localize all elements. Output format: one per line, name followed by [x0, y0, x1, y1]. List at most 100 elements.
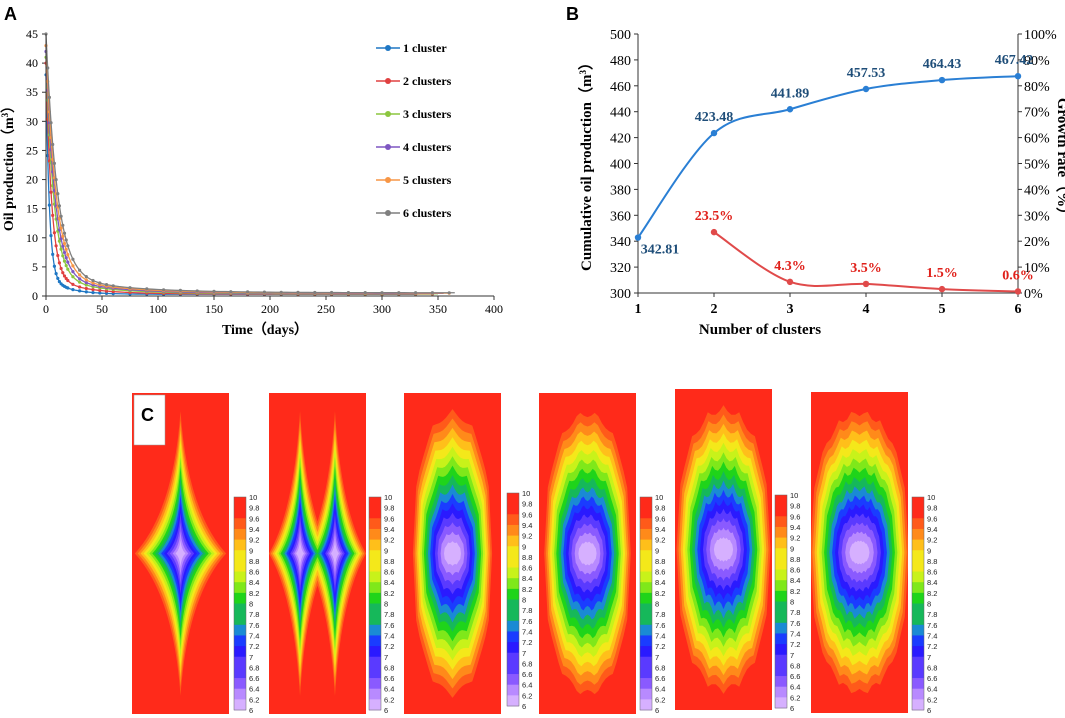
chart-b-ticks: 3003203403603804004204404604805000%10%20… — [610, 28, 1057, 317]
colorbar-segment — [640, 699, 652, 711]
heatmap-contour — [849, 540, 870, 565]
colorbar-tick-label: 9.8 — [384, 504, 394, 513]
chart-a-point — [47, 95, 52, 99]
colorbar-tick-label: 6.8 — [927, 663, 937, 672]
chart-b-ytick-label: 480 — [610, 54, 631, 69]
colorbar-tick-label: 8.6 — [927, 568, 937, 577]
colorbar-segment — [234, 528, 246, 541]
colorbar-tick-label: 9.2 — [249, 536, 259, 545]
chart-a-legend: 1 cluster 2 clusters 3 clusters 4 clusters 5… — [376, 41, 452, 220]
colorbar-frame — [911, 496, 925, 711]
colorbar-segment — [912, 699, 924, 711]
chart-a-point — [414, 291, 418, 295]
colorbar-tick-label: 9.6 — [790, 512, 800, 521]
chart-b-data-label: 4.3% — [774, 259, 806, 274]
colorbar-segment — [775, 505, 787, 517]
chart-a-point — [84, 281, 88, 285]
chart-a-xtick-label: 300 — [373, 302, 391, 316]
colorbar-tick-label: 9.4 — [927, 525, 937, 534]
colorbar-segment — [912, 635, 924, 647]
chart-a-point — [51, 213, 55, 217]
chart-a-point — [52, 231, 57, 235]
colorbar-tick-label: 8.2 — [249, 589, 259, 598]
chart-b-series: 342.81 423.48 441.89 457.53 464.43 467.42 23.5… — [634, 53, 1034, 295]
chart-a-point — [71, 264, 75, 268]
colorbar-tick-label: 6.8 — [249, 663, 259, 672]
colorbar-tick-label: 7.4 — [790, 629, 800, 638]
chart-b-ytick-label: 300 — [610, 287, 631, 302]
colorbar-segment — [369, 497, 381, 509]
chart-a-point — [98, 291, 102, 295]
chart-a-point — [57, 261, 62, 265]
chart-b-y2tick-label: 10% — [1024, 261, 1050, 276]
colorbar-tick-label: 9 — [522, 542, 526, 551]
colorbar-tick-label: 9.8 — [927, 504, 937, 513]
chart-a-point — [52, 161, 57, 165]
chart-a-point — [61, 244, 65, 248]
chart-c: 109.89.69.49.298.88.68.48.287.87.67.47.2… — [132, 389, 937, 715]
colorbar-tick-label: 6 — [384, 706, 388, 715]
colorbar-tick-label: 9.4 — [249, 525, 259, 534]
chart-b-point — [938, 76, 946, 84]
colorbar-tick-label: 6.2 — [522, 691, 532, 700]
colorbar-segment — [775, 601, 787, 613]
chart-b-point — [938, 285, 946, 293]
colorbar-tick-label: 8.4 — [655, 578, 665, 587]
colorbar-segment — [507, 663, 519, 675]
colorbar-segment — [234, 646, 246, 658]
chart-a-legend-marker — [385, 111, 391, 117]
colorbar-segment — [369, 560, 381, 573]
colorbar-tick-label: 6.8 — [655, 663, 665, 672]
chart-a-series — [44, 32, 455, 296]
chart-a-point — [78, 277, 82, 281]
chart-b-ytick-label: 360 — [610, 209, 631, 224]
chart-a-point — [57, 239, 62, 243]
colorbar-segment — [369, 646, 381, 658]
colorbar-segment — [234, 624, 246, 636]
chart-a-ytick-label: 30 — [26, 114, 38, 128]
colorbar-tick-label: 7 — [790, 651, 794, 660]
chart-b-point — [786, 278, 794, 286]
chart-a-ytick-label: 45 — [26, 27, 38, 41]
colorbar-segment — [640, 646, 652, 658]
chart-b-y2tick-label: 0% — [1024, 287, 1043, 302]
colorbar-tick-label: 7 — [655, 653, 659, 662]
chart-a-series-line — [45, 74, 416, 295]
colorbar-segment — [369, 688, 381, 700]
chart-b-ytick-label: 320 — [610, 261, 631, 276]
colorbar-segment — [912, 571, 924, 583]
colorbar-segment — [507, 493, 519, 505]
chart-a-point — [66, 253, 70, 257]
colorbar-tick-label: 6.4 — [249, 685, 259, 694]
chart-b-point — [1014, 288, 1022, 295]
chart-a-point — [84, 275, 88, 279]
colorbar-segment — [912, 656, 924, 668]
colorbar-segment — [369, 518, 381, 530]
colorbar-segment — [775, 569, 787, 581]
colorbar-tick-label: 6.6 — [384, 674, 394, 683]
chart-b-y2tick-label: 50% — [1024, 158, 1050, 173]
chart-a-point — [78, 268, 82, 272]
colorbar-tick-label: 9.4 — [790, 523, 800, 532]
chart-a-series-line — [45, 63, 433, 295]
colorbar-tick-label: 9.2 — [927, 536, 937, 545]
colorbar-tick-label: 9.6 — [384, 514, 394, 523]
colorbar-frame — [774, 494, 788, 709]
colorbar-tick-label: 6 — [790, 704, 794, 713]
chart-b-ytick-label: 400 — [610, 158, 631, 173]
chart-a-point — [62, 274, 67, 278]
chart-a-point — [346, 291, 350, 295]
colorbar-segment — [775, 697, 787, 709]
colorbar-tick-label: 8 — [927, 600, 931, 609]
chart-a-point — [313, 290, 317, 295]
colorbar-segment — [507, 684, 519, 696]
chart-a-point — [104, 283, 109, 287]
chart-a-ylabel: Oil production（m3） — [0, 99, 17, 231]
colorbar-segment — [775, 612, 787, 624]
colorbar-segment — [507, 578, 519, 590]
colorbar-tick-label: 10 — [655, 493, 663, 502]
colorbar-segment — [640, 656, 652, 668]
heatmap-1-clusters — [132, 393, 229, 714]
colorbar-tick-label: 8.8 — [249, 557, 259, 566]
colorbar-frame — [368, 496, 382, 711]
